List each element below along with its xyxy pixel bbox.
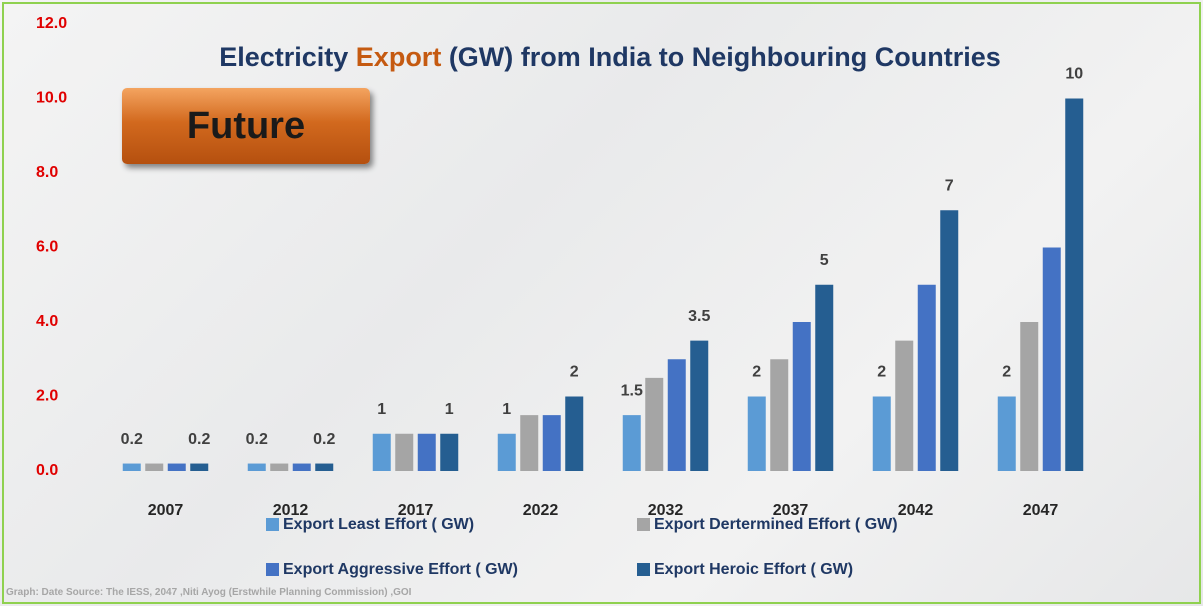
source-note: Graph: Date Source: The IESS, 2047 ,Niti… (6, 587, 412, 598)
bar (747, 396, 766, 471)
y-tick-label: 10.0 (36, 90, 67, 107)
legend-label: Export Least Effort ( GW) (283, 516, 474, 533)
bar (565, 396, 584, 471)
title-highlight: Export (355, 42, 442, 72)
bar (315, 463, 334, 471)
badge: Future (122, 88, 370, 164)
legend-swatch (637, 518, 650, 531)
data-label: 1 (377, 401, 386, 418)
data-label: 3.5 (688, 308, 710, 325)
x-tick-label: 2007 (148, 502, 184, 519)
legend-label: Export Heroic Effort ( GW) (654, 561, 853, 578)
bar (497, 433, 516, 471)
data-label: 1.5 (621, 382, 643, 399)
x-tick-label: 2032 (648, 502, 684, 519)
legend-label: Export Aggressive Effort ( GW) (283, 561, 518, 578)
y-tick-label: 12.0 (36, 15, 67, 32)
bar (667, 359, 686, 471)
bar (440, 433, 459, 471)
bar (690, 340, 709, 471)
data-label: 0.2 (246, 431, 268, 448)
bar (1042, 247, 1061, 471)
data-label: 1 (502, 401, 511, 418)
bar (145, 463, 164, 471)
chart-title: Electricity Export (GW) from India to Ne… (200, 38, 1020, 76)
bar (917, 284, 936, 471)
bar (542, 415, 561, 471)
data-label: 7 (945, 177, 954, 194)
data-label: 2 (1002, 364, 1011, 381)
bar (417, 433, 436, 471)
title-part: Electricity (219, 42, 356, 72)
x-tick-label: 2017 (398, 502, 434, 519)
data-label: 0.2 (121, 431, 143, 448)
y-tick-label: 8.0 (36, 164, 58, 181)
data-label: 1 (445, 401, 454, 418)
bar (792, 322, 811, 471)
legend-label: Export Dertermined Effort ( GW) (654, 516, 898, 533)
bar (247, 463, 266, 471)
title-part: (GW) from India to Neighbouring Countrie… (441, 42, 1001, 72)
bar (270, 463, 289, 471)
bar (940, 210, 959, 471)
bar (520, 415, 539, 471)
x-tick-label: 2042 (898, 502, 934, 519)
x-tick-label: 2022 (523, 502, 559, 519)
bar (190, 463, 209, 471)
bar (1065, 98, 1084, 471)
bar (997, 396, 1016, 471)
y-tick-label: 0.0 (36, 462, 58, 479)
y-tick-label: 2.0 (36, 388, 58, 405)
data-label: 0.2 (313, 431, 335, 448)
data-label: 2 (752, 364, 761, 381)
bar (872, 396, 891, 471)
bar (122, 463, 141, 471)
legend-swatch (266, 563, 279, 576)
x-tick-label: 2012 (273, 502, 309, 519)
data-label: 2 (877, 364, 886, 381)
y-tick-label: 4.0 (36, 313, 58, 330)
bar (815, 284, 834, 471)
bar (395, 433, 414, 471)
data-label: 10 (1065, 66, 1083, 83)
y-tick-label: 6.0 (36, 239, 58, 256)
legend-swatch (266, 518, 279, 531)
bar (167, 463, 186, 471)
data-label: 5 (820, 252, 829, 269)
x-tick-label: 2037 (773, 502, 809, 519)
bar (895, 340, 914, 471)
data-label: 0.2 (188, 431, 210, 448)
bar (372, 433, 391, 471)
data-label: 2 (570, 364, 579, 381)
bar (622, 415, 641, 471)
bar (292, 463, 311, 471)
bar (770, 359, 789, 471)
bar (1020, 322, 1039, 471)
bar (645, 377, 664, 471)
legend-swatch (637, 563, 650, 576)
x-tick-label: 2047 (1023, 502, 1059, 519)
